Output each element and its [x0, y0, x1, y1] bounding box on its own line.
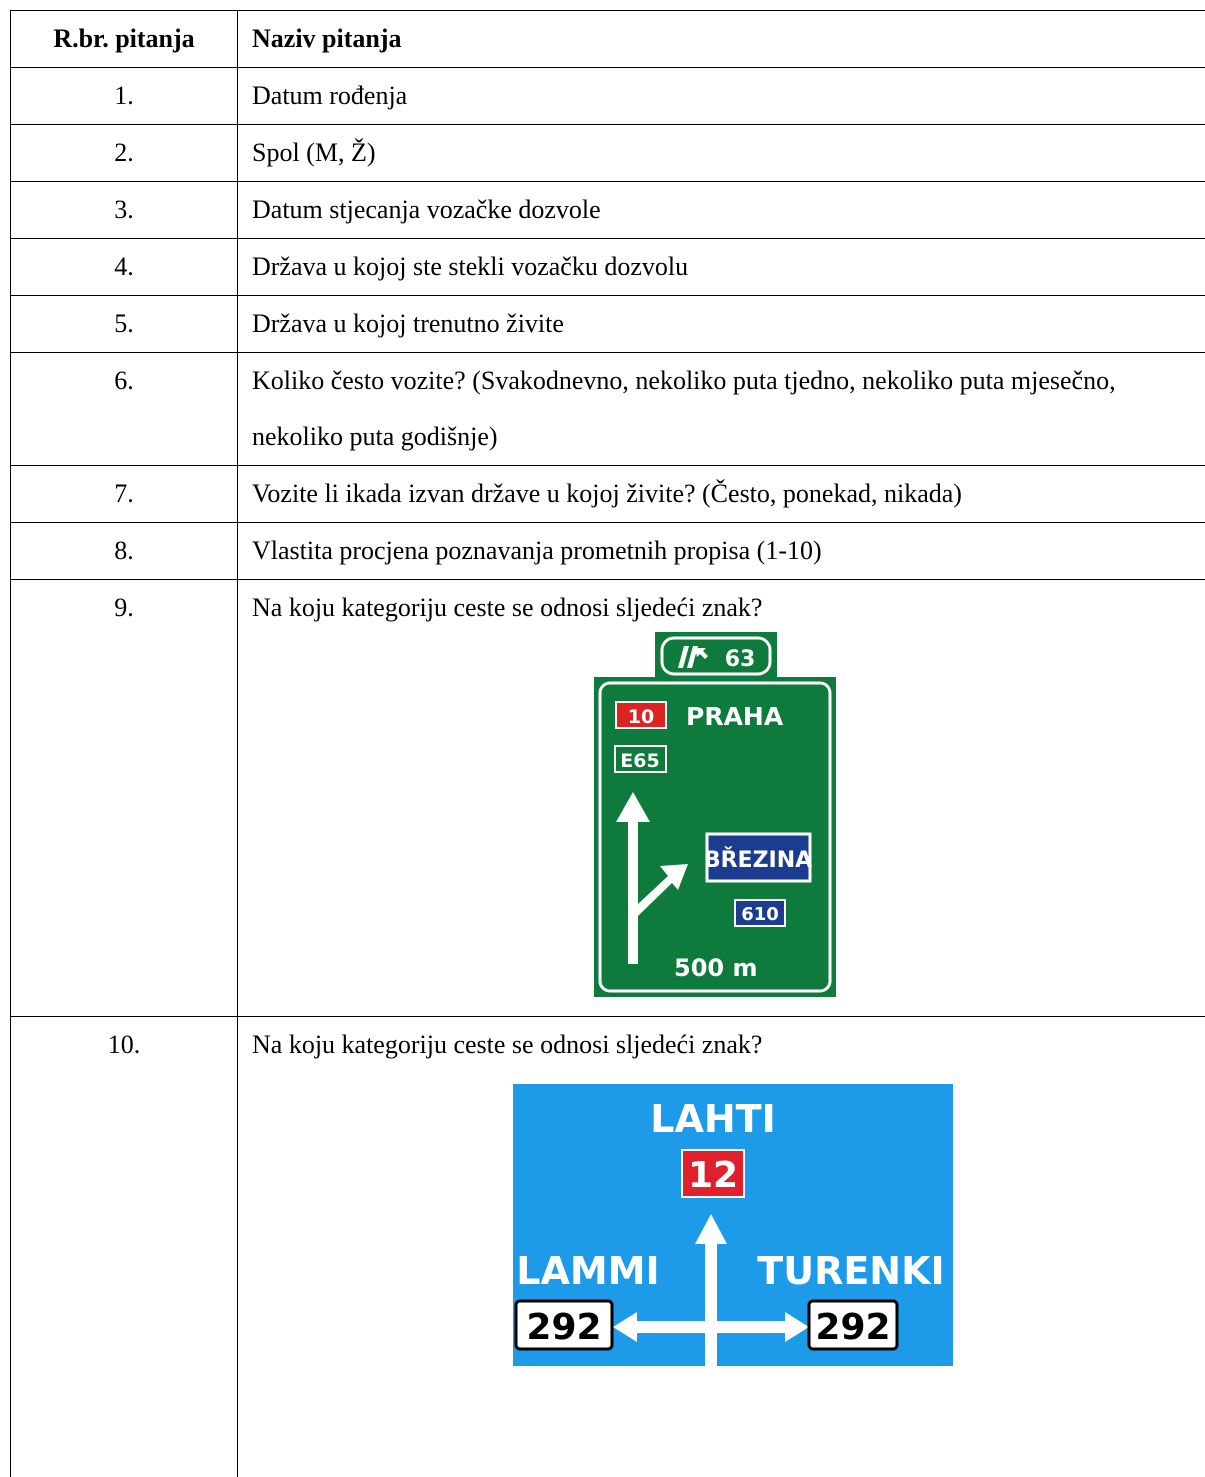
- question-number: 5.: [11, 296, 238, 353]
- question-row: 5.Država u kojoj trenutno živite: [11, 296, 1205, 353]
- header-cell: Naziv pitanja: [238, 11, 1205, 68]
- left-city: LAMMI: [516, 1249, 659, 1293]
- route-number: 10: [628, 706, 654, 728]
- ahead-route: 12: [688, 1155, 738, 1196]
- question-number: 9.: [11, 580, 238, 1017]
- question-row: 2.Spol (M, Ž): [11, 125, 1205, 182]
- question-row: 7.Vozite li ikada izvan države u kojoj ž…: [11, 466, 1205, 523]
- question-number: 10.: [11, 1017, 238, 1477]
- question-text: Država u kojoj trenutno živite: [238, 296, 1205, 353]
- question-row: 1.Datum rođenja: [11, 68, 1205, 125]
- question-row: 8.Vlastita procjena poznavanja prometnih…: [11, 523, 1205, 580]
- question-row: 6.Koliko često vozite? (Svakodnevno, nek…: [11, 353, 1205, 466]
- question-number: 1.: [11, 68, 238, 125]
- question-row: 3.Datum stjecanja vozačke dozvole: [11, 182, 1205, 239]
- question-text: Država u kojoj ste stekli vozačku dozvol…: [238, 239, 1205, 296]
- question-number: 6.: [11, 353, 238, 466]
- right-city: TURENKI: [757, 1249, 944, 1293]
- header-row: R.br. pitanja Naziv pitanja: [11, 11, 1205, 68]
- question-text: Spol (M, Ž): [238, 125, 1205, 182]
- distance: 500 m: [674, 954, 757, 982]
- ahead-city: LAHTI: [650, 1097, 776, 1141]
- page: {"table": { "header": ["R.br. pitanja", …: [0, 0, 1205, 1441]
- question-number: 8.: [11, 523, 238, 580]
- road-sign-blue: LAHTI 12 LAMMI TURENKI 292 292: [513, 1084, 953, 1366]
- question-text: Koliko često vozite? (Svakodnevno, nekol…: [238, 353, 1205, 466]
- branch-city: BŘEZINA: [704, 847, 812, 873]
- city-name: PRAHA: [686, 702, 784, 731]
- question-row: 4.Država u kojoj ste stekli vozačku dozv…: [11, 239, 1205, 296]
- question-text: Datum rođenja: [238, 68, 1205, 125]
- question-text: Datum stjecanja vozačke dozvole: [238, 182, 1205, 239]
- question-text: Vozite li ikada izvan države u kojoj živ…: [238, 466, 1205, 523]
- question-number: 3.: [11, 182, 238, 239]
- header-cell: R.br. pitanja: [11, 11, 238, 68]
- question-number: 7.: [11, 466, 238, 523]
- road-sign-green: 63 10 PRAHA E65 BŘEZINA 610 500 m: [590, 628, 840, 1000]
- exit-number: 63: [725, 647, 756, 672]
- question-number: 2.: [11, 125, 238, 182]
- right-route: 292: [815, 1307, 890, 1348]
- left-route: 292: [526, 1307, 601, 1348]
- branch-route: 610: [741, 904, 779, 925]
- question-text: Vlastita procjena poznavanja prometnih p…: [238, 523, 1205, 580]
- euro-route: E65: [620, 750, 659, 772]
- question-number: 4.: [11, 239, 238, 296]
